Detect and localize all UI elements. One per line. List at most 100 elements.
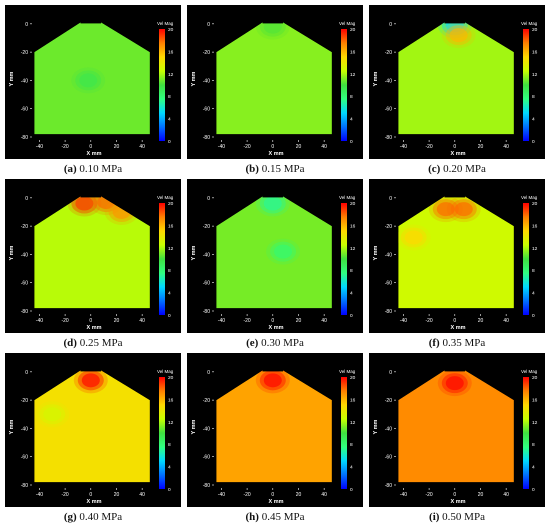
x-tick-label: 0: [89, 492, 92, 498]
x-tick-label: -20: [61, 144, 68, 150]
velocity-hotspot: [75, 196, 94, 211]
y-tick-label: -40: [203, 426, 210, 432]
x-tick-label: 40: [139, 144, 145, 150]
velocity-contour-panel: -40 -20 0 20 40 0 -20 -40 -60 -80 X mm Y mm Vel Mag 2…: [187, 353, 363, 507]
y-tick-label: -60: [203, 107, 210, 113]
y-axis-label: Y mm: [373, 245, 379, 260]
x-tick-label: 40: [503, 492, 509, 498]
x-tick-label: -40: [218, 492, 225, 498]
caption-value: 0.15 MPa: [261, 163, 305, 175]
y-tick-label: -80: [21, 309, 28, 315]
y-tick-label: -60: [21, 107, 28, 113]
x-tick-label: 0: [453, 492, 456, 498]
colorbar-tick-label: 20: [532, 201, 538, 207]
velocity-hotspot: [43, 407, 62, 422]
x-axis-label: X mm: [451, 325, 466, 331]
velocity-contour-panel: -40 -20 0 20 40 0 -20 -40 -60 -80 X mm Y mm Vel Mag 2…: [5, 179, 181, 333]
y-tick-label: 0: [207, 196, 210, 202]
caption: (d) 0.25 MPa: [5, 337, 181, 349]
colorbar-tick-label: 16: [532, 223, 538, 229]
caption: (b) 0.15 MPa: [187, 163, 363, 175]
y-tick-label: -40: [21, 426, 28, 432]
caption: (h) 0.45 MPa: [187, 511, 363, 523]
nozzle-edge: [80, 369, 102, 372]
colorbar-tick-label: 12: [168, 420, 174, 426]
colorbar-tick-label: 4: [532, 117, 535, 123]
y-tick-label: -20: [21, 398, 28, 404]
x-tick-label: -40: [36, 492, 43, 498]
caption-label: (c): [428, 163, 441, 175]
x-tick-label: -40: [218, 318, 225, 324]
x-axis-label: X mm: [269, 151, 284, 157]
x-tick-label: 20: [478, 492, 484, 498]
colorbar-tick-label: 4: [532, 291, 535, 297]
colorbar-title: Vel Mag: [521, 21, 538, 26]
y-axis-label: Y mm: [9, 245, 15, 260]
colorbar-title: Vel Mag: [157, 369, 174, 374]
x-tick-label: 0: [89, 144, 92, 150]
y-axis-label: Y mm: [373, 419, 379, 434]
caption: (a) 0.10 MPa: [5, 163, 181, 175]
y-tick-label: -80: [203, 483, 210, 489]
x-tick-label: -20: [425, 144, 432, 150]
x-axis-label: X mm: [451, 499, 466, 505]
colorbar-tick-label: 16: [350, 223, 356, 229]
velocity-hotspot: [436, 202, 455, 217]
caption-label: (d): [63, 337, 77, 349]
x-tick-label: -20: [61, 318, 68, 324]
x-tick-label: 40: [139, 318, 145, 324]
y-tick-label: -40: [385, 426, 392, 432]
colorbar-tick-label: 8: [350, 268, 353, 274]
y-tick-label: -60: [385, 107, 392, 113]
x-tick-label: 20: [114, 318, 120, 324]
nozzle-edge: [80, 21, 102, 24]
y-tick-label: 0: [389, 22, 392, 28]
colorbar-tick-label: 16: [168, 397, 174, 403]
colorbar-tick-label: 12: [532, 72, 538, 78]
velocity-contour-panel: -40 -20 0 20 40 0 -20 -40 -60 -80 X mm Y mm Vel Mag 2…: [5, 5, 181, 159]
y-tick-label: -20: [385, 224, 392, 230]
colorbar-tick-label: 4: [168, 465, 171, 471]
x-tick-label: -20: [425, 318, 432, 324]
y-tick-label: -80: [203, 309, 210, 315]
x-tick-label: 40: [139, 492, 145, 498]
y-tick-label: -80: [385, 135, 392, 141]
y-tick-label: -40: [385, 252, 392, 258]
velocity-field: [398, 22, 514, 135]
colorbar: [341, 29, 347, 141]
caption-value: 0.30 MPa: [261, 337, 304, 349]
colorbar-tick-label: 4: [168, 117, 171, 123]
y-tick-label: -40: [203, 78, 210, 84]
caption-label: (i): [429, 511, 440, 523]
colorbar-title: Vel Mag: [521, 195, 538, 200]
caption: (f) 0.35 MPa: [369, 337, 545, 349]
colorbar: [341, 377, 347, 489]
caption-value: 0.40 MPa: [79, 511, 123, 523]
x-tick-label: 0: [453, 318, 456, 324]
velocity-hotspot: [263, 196, 282, 211]
colorbar: [159, 377, 165, 489]
y-tick-label: -40: [21, 252, 28, 258]
x-axis-label: X mm: [269, 325, 284, 331]
colorbar-tick-label: 4: [168, 291, 171, 297]
velocity-field: [216, 22, 332, 135]
colorbar-tick-label: 12: [350, 246, 356, 252]
colorbar-title: Vel Mag: [157, 21, 174, 26]
y-axis-label: Y mm: [191, 419, 197, 434]
nozzle-edge: [262, 21, 284, 24]
colorbar-tick-label: 8: [532, 442, 535, 448]
caption-label: (b): [245, 163, 259, 175]
colorbar-tick-label: 12: [350, 72, 356, 78]
colorbar-tick-label: 16: [532, 397, 538, 403]
colorbar-title: Vel Mag: [157, 195, 174, 200]
x-tick-label: 0: [271, 144, 274, 150]
y-axis-label: Y mm: [191, 71, 197, 86]
x-tick-label: -40: [400, 492, 407, 498]
velocity-field: [216, 370, 332, 483]
colorbar-tick-label: 16: [168, 223, 174, 229]
colorbar-title: Vel Mag: [339, 195, 356, 200]
y-axis-label: Y mm: [373, 71, 379, 86]
